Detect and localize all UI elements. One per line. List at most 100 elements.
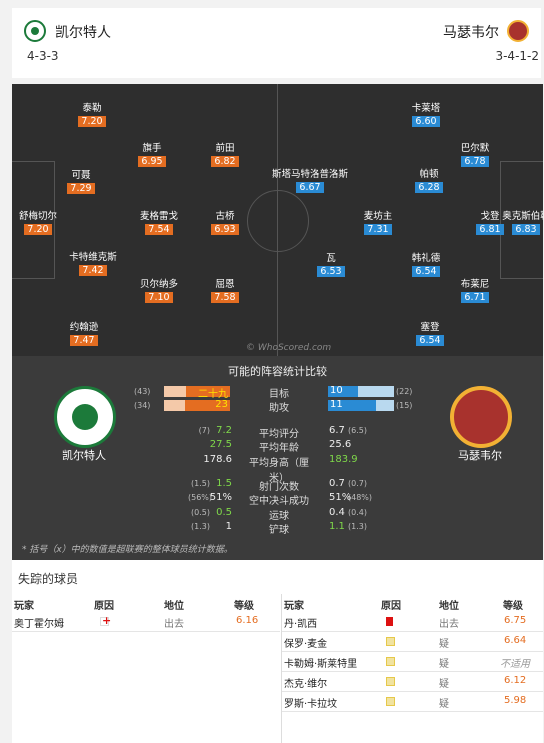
- missing-player-name[interactable]: 奥丁霍尔姆: [14, 619, 64, 630]
- away-team-name[interactable]: 马瑟韦尔: [443, 25, 499, 41]
- player-rating: 6.60: [412, 116, 440, 127]
- home-player[interactable]: 舒梅切尔 7.20: [12, 208, 98, 235]
- away-value: 1.1: [329, 521, 345, 532]
- away-player[interactable]: 戈登 6.81: [430, 208, 543, 235]
- player-rating: 6.82: [211, 156, 239, 167]
- player-rating: 7.54: [145, 224, 173, 235]
- home-player[interactable]: 可聂 7.29: [21, 167, 141, 194]
- stat-label: 平均年龄: [259, 443, 299, 454]
- player-name: 布莱尼: [460, 279, 490, 290]
- stats-footnote: * 括号（x）中的数值是超联赛的整体球员统计数据。: [22, 545, 233, 555]
- away-missing-row[interactable]: [282, 672, 543, 692]
- missing-rating: 6.75: [504, 615, 527, 626]
- home-bar: 23: [164, 399, 230, 411]
- player-name: 舒梅切尔: [18, 211, 57, 222]
- away-player[interactable]: 韩礼德 6.54: [366, 250, 486, 277]
- away-league-value: (0.7): [348, 479, 367, 488]
- missing-player-name[interactable]: 保罗·麦金: [284, 639, 328, 650]
- player-name: 卡特维克斯: [69, 252, 117, 263]
- home-missing-row[interactable]: [12, 612, 280, 632]
- doubtful-icon: [386, 657, 395, 666]
- away-player[interactable]: 塞登 6.54: [370, 319, 490, 346]
- away-player[interactable]: 巴尔默 6.78: [415, 140, 535, 167]
- away-missing-row[interactable]: [282, 612, 543, 632]
- player-name: 旗手: [142, 143, 162, 154]
- pitch: 泰勒 7.20 可聂 7.29 舒梅切尔 7.20 卡特维克斯 7.42 约翰逊 7.47 旗手 6.…: [12, 84, 543, 356]
- away-value: 25.6: [329, 439, 352, 450]
- home-league-value: (56%): [188, 493, 213, 502]
- player-name: 屈恩: [215, 279, 235, 290]
- player-rating: 6.67: [296, 182, 324, 193]
- home-value: 23: [215, 399, 228, 410]
- missing-player-name[interactable]: 卡勒姆·斯莱特里: [284, 659, 358, 670]
- col-status: 地位: [164, 601, 184, 612]
- player-name: 帕顿: [419, 169, 439, 180]
- away-player[interactable]: 斯塔马特洛普洛斯 6.67: [250, 166, 370, 193]
- stat-label: 射门次数: [259, 482, 299, 493]
- missing-rating: 5.98: [504, 695, 527, 706]
- away-league-value: (6.5): [348, 426, 367, 435]
- away-league-value: (0.4): [348, 508, 367, 517]
- stats-title: 可能的阵容统计比较: [228, 365, 327, 378]
- home-league-value: (1.3): [191, 522, 210, 531]
- home-team-name[interactable]: 凯尔特人: [55, 25, 111, 41]
- away-missing-row[interactable]: [282, 652, 543, 672]
- player-rating: 7.20: [78, 116, 106, 127]
- home-league-value: (43): [134, 387, 151, 396]
- missing-player-name[interactable]: 杰克·维尔: [284, 679, 328, 690]
- home-bar-fill: [185, 386, 230, 397]
- match-header: 凯尔特人 4-3-3 马瑟韦尔 3-4-1-2: [12, 8, 541, 78]
- missing-status: 出去: [164, 619, 184, 630]
- player-name: 古桥: [215, 211, 235, 222]
- home-league-value: (1.5): [191, 479, 210, 488]
- away-player[interactable]: 瓦 6.53: [271, 250, 391, 277]
- home-player[interactable]: 泰勒 7.20: [32, 100, 152, 127]
- away-player[interactable]: 麦坊主 7.31: [318, 208, 438, 235]
- home-player[interactable]: 卡特维克斯 7.42: [33, 249, 153, 276]
- away-missing-row[interactable]: [282, 692, 543, 712]
- home-team-label: 凯尔特人: [62, 449, 106, 462]
- doubtful-icon: [386, 697, 395, 706]
- stat-label: 平均评分: [259, 429, 299, 440]
- missing-player-name[interactable]: 罗斯·卡拉坟: [284, 699, 338, 710]
- stat-bar-row: (34) 23 助攻 11 (15): [12, 399, 543, 414]
- stat-row: (0.5) 0.5 运球 0.4 (0.4): [12, 507, 543, 522]
- home-player[interactable]: 麦格雷戈 7.54: [99, 208, 219, 235]
- away-league-value: (15): [396, 401, 413, 410]
- col-rating: 等级: [503, 601, 523, 612]
- home-value: 0.5: [216, 507, 232, 518]
- away-player[interactable]: 奥克斯伯勒 6.83: [466, 208, 543, 235]
- home-bar: 二十九: [164, 386, 230, 400]
- missing-player-name[interactable]: 丹·凯西: [284, 619, 318, 630]
- missing-rating: 6.64: [504, 635, 527, 646]
- missing-title: 失踪的球员: [18, 572, 79, 586]
- player-rating: 6.53: [317, 266, 345, 277]
- stat-label: 运球: [269, 511, 289, 522]
- player-rating: 7.20: [24, 224, 52, 235]
- home-player[interactable]: 旗手 6.95: [92, 140, 212, 167]
- home-player[interactable]: 贝尔纳多 7.10: [99, 276, 219, 303]
- away-team-crest-icon: [507, 20, 529, 42]
- away-player[interactable]: 帕顿 6.28: [369, 166, 489, 193]
- doubtful-icon: [386, 677, 395, 686]
- home-player[interactable]: 屈恩 7.58: [165, 276, 285, 303]
- home-player[interactable]: 古桥 6.93: [165, 208, 285, 235]
- stat-row: 178.6 平均身高（厘米） 183.9: [12, 454, 543, 484]
- missing-rating: 6.16: [236, 615, 259, 626]
- home-player[interactable]: 约翰逊 7.47: [24, 319, 144, 346]
- home-player[interactable]: 前田 6.82: [165, 140, 285, 167]
- away-missing-row[interactable]: [282, 632, 543, 652]
- stat-bar-row: (43) 二十九 目标 10 (22): [12, 385, 543, 400]
- col-player: 玩家: [14, 601, 34, 612]
- player-rating: 6.28: [415, 182, 443, 193]
- away-player[interactable]: 布莱尼 6.71: [415, 276, 535, 303]
- away-player[interactable]: 卡莱塔 6.60: [366, 100, 486, 127]
- player-rating: 7.10: [145, 292, 173, 303]
- missing-status: 疑: [439, 659, 449, 670]
- player-name: 韩礼德: [411, 253, 441, 264]
- away-value: 183.9: [329, 454, 358, 465]
- away-value: 6.7: [329, 425, 345, 436]
- player-rating: 7.42: [79, 265, 107, 276]
- home-league-value: (0.5): [191, 508, 210, 517]
- home-bar-fill: [185, 400, 230, 411]
